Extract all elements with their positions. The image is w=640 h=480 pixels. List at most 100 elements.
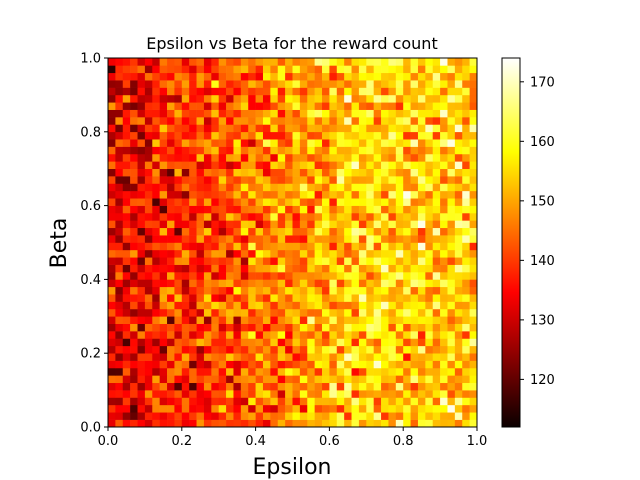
heatmap-cell <box>403 227 411 236</box>
heatmap-cell <box>299 212 308 221</box>
heatmap-cell <box>462 124 470 133</box>
heatmap-cell <box>388 212 397 221</box>
heatmap-cell <box>366 212 374 221</box>
heatmap-cell <box>285 286 293 295</box>
heatmap-cell <box>270 190 279 199</box>
heatmap-cell <box>270 109 279 118</box>
heatmap-cell <box>248 404 256 413</box>
heatmap-cell <box>285 183 293 192</box>
heatmap-cell <box>447 353 456 361</box>
heatmap-cell <box>248 419 256 428</box>
heatmap-cell <box>130 412 138 420</box>
heatmap-cell <box>218 198 227 206</box>
heatmap-cell <box>108 176 116 184</box>
heatmap-cell <box>469 338 478 347</box>
heatmap-cell <box>307 87 315 96</box>
heatmap-cell <box>262 87 271 96</box>
heatmap-cell <box>152 198 160 206</box>
heatmap-cell <box>211 286 219 295</box>
heatmap-cell <box>196 279 205 288</box>
heatmap-cell <box>211 360 219 369</box>
heatmap-cell <box>351 94 360 103</box>
heatmap-cell <box>366 109 374 118</box>
heatmap-cell <box>196 367 205 376</box>
heatmap-cell <box>285 316 293 324</box>
heatmap-cell <box>189 367 197 376</box>
heatmap-cell <box>130 146 138 155</box>
heatmap-cell <box>115 367 124 376</box>
heatmap-cell <box>181 183 190 192</box>
heatmap-cell <box>440 168 448 177</box>
heatmap-cell <box>469 360 478 369</box>
heatmap-cell <box>233 124 242 133</box>
heatmap-cell <box>137 205 146 214</box>
heatmap-cell <box>285 176 293 184</box>
heatmap-cell <box>307 397 315 406</box>
heatmap-cell <box>181 301 190 310</box>
heatmap-cell <box>159 80 168 88</box>
heatmap-cell <box>395 272 404 280</box>
heatmap-cell <box>233 294 242 302</box>
heatmap-cell <box>181 382 190 391</box>
heatmap-cell <box>262 301 271 310</box>
heatmap-cell <box>255 286 264 295</box>
heatmap-cell <box>329 102 338 110</box>
heatmap-cell <box>130 198 138 206</box>
heatmap-cell <box>373 227 382 236</box>
heatmap-cell <box>454 257 463 265</box>
heatmap-cell <box>454 190 463 199</box>
heatmap-cell <box>447 367 456 376</box>
heatmap-cell <box>366 168 374 177</box>
heatmap-cell <box>218 338 227 347</box>
heatmap-cell <box>285 235 293 243</box>
heatmap-cell <box>447 286 456 295</box>
heatmap-cell <box>388 367 397 376</box>
heatmap-cell <box>322 65 330 74</box>
heatmap-cell <box>395 139 404 147</box>
heatmap-cell <box>462 264 470 273</box>
heatmap-cell <box>344 338 352 347</box>
heatmap-cell <box>410 220 419 229</box>
y-tick-label: 1.0 <box>80 52 101 67</box>
heatmap-cell <box>159 323 168 332</box>
heatmap-cell <box>115 360 124 369</box>
heatmap-cell <box>167 286 175 295</box>
heatmap-cell <box>381 58 389 66</box>
heatmap-cell <box>462 286 470 295</box>
heatmap-cell <box>226 72 234 81</box>
heatmap-cell <box>417 176 426 184</box>
heatmap-cell <box>447 235 456 243</box>
heatmap-cell <box>181 323 190 332</box>
heatmap-cell <box>137 294 146 302</box>
heatmap-cell <box>181 153 190 162</box>
heatmap-cell <box>167 316 175 324</box>
heatmap-cell <box>403 242 411 251</box>
heatmap-cell <box>248 257 256 265</box>
heatmap-cell <box>440 272 448 280</box>
heatmap-cell <box>314 316 323 324</box>
heatmap-cell <box>381 205 389 214</box>
heatmap-cell <box>410 65 419 74</box>
heatmap-cell <box>336 375 345 384</box>
heatmap-cell <box>255 419 264 428</box>
heatmap-cell <box>277 176 286 184</box>
heatmap-cell <box>410 227 419 236</box>
heatmap-cell <box>344 367 352 376</box>
heatmap-cell <box>454 80 463 88</box>
heatmap-cell <box>314 331 323 339</box>
heatmap-cell <box>344 117 352 125</box>
heatmap-cell <box>314 176 323 184</box>
heatmap-cell <box>322 117 330 125</box>
heatmap-cell <box>181 375 190 384</box>
heatmap-cell <box>432 124 441 133</box>
heatmap-cell <box>115 176 124 184</box>
heatmap-cell <box>255 168 264 177</box>
heatmap-cell <box>329 419 338 428</box>
heatmap-cell <box>322 198 330 206</box>
heatmap-cell <box>122 412 131 420</box>
heatmap-cell <box>189 146 197 155</box>
heatmap-cell <box>130 397 138 406</box>
heatmap-cell <box>314 161 323 169</box>
heatmap-cell <box>203 279 212 288</box>
heatmap-cell <box>233 109 242 118</box>
